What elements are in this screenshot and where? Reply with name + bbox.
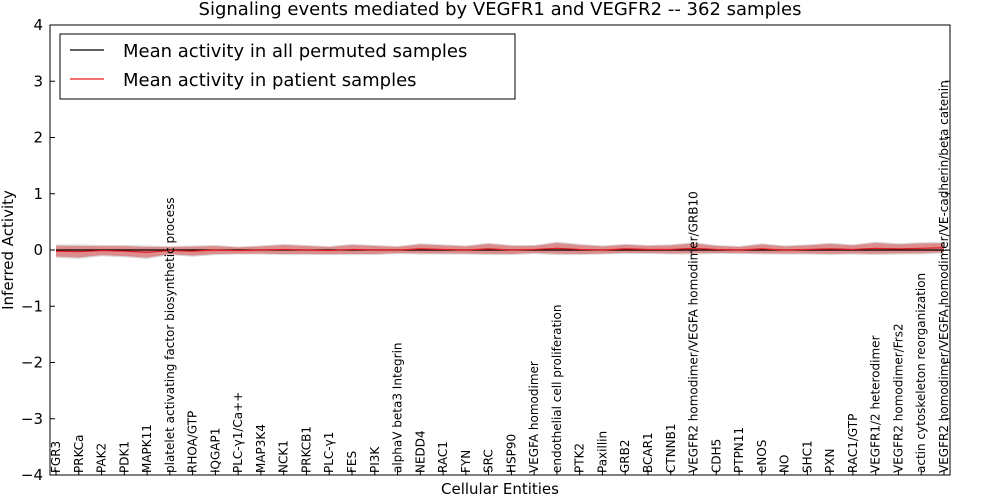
category-label: PTK2 [573, 443, 587, 473]
category-label: MAPK11 [140, 424, 154, 473]
category-label: eNOS [755, 440, 769, 473]
category-label: FYN [459, 450, 473, 473]
category-label: FES [345, 451, 359, 473]
y-tick-label: 1 [33, 185, 43, 203]
category-label: PLC-γ1/Ca++ [231, 392, 245, 473]
category-label: platelet activating factor biosynthetic … [163, 197, 177, 473]
category-label: PDK1 [117, 441, 131, 473]
plot-frame [49, 24, 951, 476]
category-label: PRKCB1 [299, 426, 313, 473]
category-label: SHC1 [800, 440, 814, 473]
y-tick-label: −1 [21, 297, 43, 315]
category-label: PXN [823, 449, 837, 473]
category-label: alphaV beta3 Integrin [391, 342, 405, 473]
category-label: CTNNB1 [664, 423, 678, 473]
legend-box [59, 33, 516, 100]
chart-title: Signaling events mediated by VEGFR1 and … [199, 0, 802, 20]
y-axis-label: Inferred Activity [0, 190, 17, 310]
category-label: RAC1/GTP [846, 414, 860, 473]
category-label: PLC-γ1 [322, 432, 336, 473]
category-label: MAP3K4 [254, 424, 268, 473]
category-label: VEGFA homodimer [527, 361, 541, 473]
category-label: PTPN11 [732, 427, 746, 473]
category-label: NEDD4 [413, 430, 427, 473]
category-label: PAK2 [95, 443, 109, 473]
category-label: VEGFR2 homodimer/VEGFA homodimer/GRB10 [687, 191, 701, 473]
category-label: PI3K [368, 446, 382, 473]
category-label: HSP90 [504, 434, 518, 473]
legend-label-patient: Mean activity in patient samples [123, 70, 417, 91]
patient-mean-line [55, 247, 945, 253]
category-label: IQGAP1 [208, 428, 222, 473]
y-tick-label: 3 [33, 72, 43, 90]
x-axis-label: Cellular Entities [441, 480, 559, 498]
category-label: GRB2 [618, 439, 632, 473]
y-tick-label: 2 [33, 129, 43, 147]
category-label: endothelial cell proliferation [550, 305, 564, 473]
category-label: BCAR1 [641, 432, 655, 473]
y-tick-label: 4 [33, 16, 43, 34]
y-tick-label: 0 [33, 241, 43, 259]
category-label: VEGFR2 homodimer/VEGFA homodimer/VE-cadh… [937, 80, 951, 473]
category-label: CDH5 [709, 439, 723, 473]
y-tick-label: −4 [21, 466, 43, 484]
category-label: actin cytoskeleton reorganization [914, 273, 928, 473]
category-label: SRC [482, 449, 496, 473]
category-label: VEGFR1/2 heterodimer [869, 335, 883, 473]
category-label: RHOA/GTP [186, 411, 200, 473]
category-label: NO [778, 455, 792, 473]
category-label: Paxillin [595, 431, 609, 473]
category-label: FGR3 [49, 441, 63, 473]
y-tick-label: −2 [21, 354, 43, 372]
legend: Mean activity in all permuted samples Me… [59, 33, 516, 100]
legend-label-permuted: Mean activity in all permuted samples [123, 41, 467, 62]
y-tick-label: −3 [21, 410, 43, 428]
category-label: PRKCa [72, 434, 86, 473]
category-label: VEGFR2 homodimer/Frs2 [891, 323, 905, 473]
category-label: NCK1 [277, 440, 291, 473]
category-label: RAC1 [436, 441, 450, 473]
